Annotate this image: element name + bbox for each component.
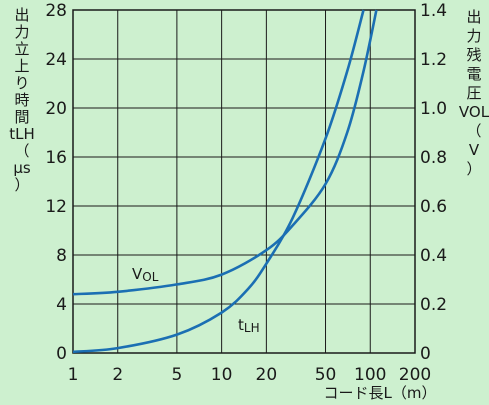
x-axis-label: コード長L（m）: [324, 384, 437, 402]
y-left-label-part: （: [14, 142, 29, 160]
y-left-tick-label: 0: [56, 344, 67, 364]
y-right-label-part: 力: [466, 27, 481, 45]
y-right-label-part: ）: [466, 160, 481, 178]
x-tick-label: 5: [171, 365, 182, 385]
y-left-label-part: 時: [14, 91, 29, 109]
y-left-tick-label: 8: [56, 246, 67, 266]
y-left-label-part: り: [14, 74, 29, 92]
y-left-label-part: 上: [14, 57, 29, 75]
y-right-label-part: 出: [466, 8, 481, 26]
y-right-tick-label: 0.8: [420, 148, 447, 168]
series-label-tlh: tLH: [238, 316, 260, 335]
y-right-tick-label: 1.2: [420, 50, 447, 70]
x-tick-label: 10: [211, 365, 233, 385]
y-right-label-part: VOL: [459, 103, 489, 121]
y-right-tick-label: 0.4: [420, 246, 447, 266]
y-right-tick-label: 0.2: [420, 295, 447, 315]
x-tick-label: 20: [256, 365, 278, 385]
grid: [72, 9, 416, 354]
x-tick-label: 1: [68, 365, 79, 385]
y-left-label-part: tLH: [9, 125, 35, 143]
x-tick-label: 2: [112, 365, 123, 385]
plot-frame: [72, 9, 416, 354]
y-left-tick-label: 16: [45, 148, 67, 168]
x-tick-label: 100: [354, 365, 386, 385]
y-left-label-part: 間: [14, 108, 29, 126]
series-line-tlh: [72, 9, 365, 354]
y-left-label-part: ）: [14, 176, 29, 194]
y-left-label-part: 出: [14, 6, 29, 24]
y-left-tick-label: 20: [45, 99, 67, 119]
y-right-label-part: 残: [466, 46, 481, 64]
y-left-tick-label: 28: [45, 1, 67, 21]
y-right-tick-label: 1.0: [420, 99, 447, 119]
series-line-vol: [72, 9, 378, 296]
y-left-label-part: μs: [13, 159, 31, 177]
y-right-label-part: （: [466, 122, 481, 140]
y-right-tick-label: 0.6: [420, 197, 447, 217]
y-right-label-part: 電: [466, 65, 481, 83]
y-right-tick-label: 0: [420, 344, 431, 364]
y-right-label-part: V: [469, 141, 480, 159]
y-left-label-part: 力: [14, 23, 29, 41]
y-left-tick-label: 24: [45, 50, 67, 70]
x-tick-label: 50: [315, 365, 337, 385]
y-left-tick-label: 12: [45, 197, 67, 217]
y-left-tick-label: 4: [56, 295, 67, 315]
curves: [72, 9, 378, 354]
x-tick-label: 200: [399, 365, 431, 385]
y-right-tick-label: 1.4: [420, 1, 447, 21]
y-left-label-part: 立: [14, 40, 29, 58]
series-label-vol: VOL: [132, 265, 159, 284]
tick-labels: 1 2 5 10 20 50 100 200048121620242800.20.40.60.…: [45, 1, 447, 385]
y-right-label-part: 圧: [466, 84, 481, 102]
